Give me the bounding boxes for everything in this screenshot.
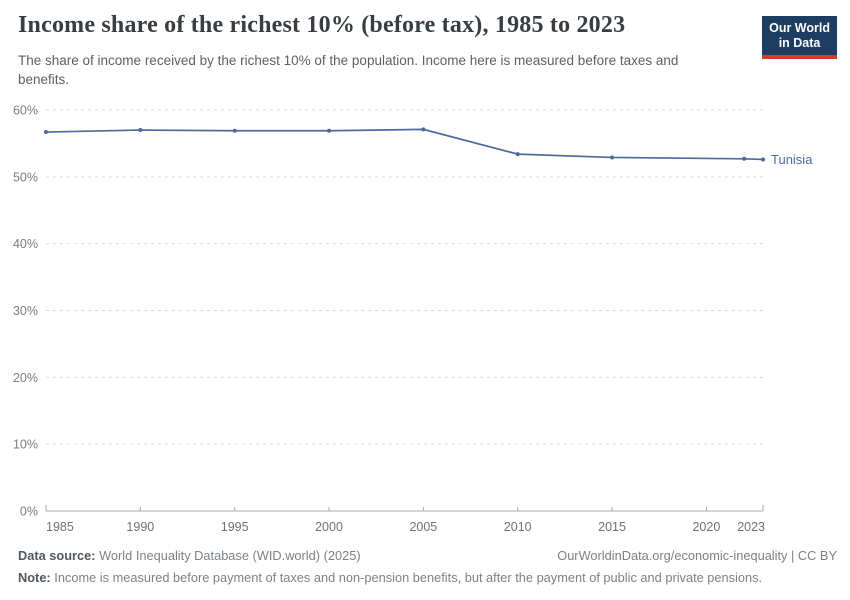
x-axis-tick-label: 1990 [126, 520, 154, 534]
data-point-marker[interactable] [421, 127, 426, 132]
series-line[interactable] [45, 128, 764, 161]
y-axis-tick-label: 20% [13, 371, 38, 385]
owid-logo-line2: in Data [778, 35, 821, 50]
data-point-marker[interactable] [742, 156, 747, 161]
data-point-marker[interactable] [761, 157, 765, 162]
data-source-label: Data source: [18, 548, 96, 563]
data-point-marker[interactable] [138, 128, 143, 133]
owid-logo[interactable]: Our World in Data [762, 16, 837, 59]
y-axis-tick-label: 30% [13, 304, 38, 318]
x-axis-tick-label: 2010 [504, 520, 532, 534]
x-axis-tick-label: 2000 [315, 520, 343, 534]
y-axis-tick-label: 0% [20, 505, 38, 519]
page-title: Income share of the richest 10% (before … [18, 12, 626, 38]
x-axis-tick-label: 2023 [737, 520, 765, 534]
x-axis-tick-label: 2020 [692, 520, 720, 534]
data-point-marker[interactable] [327, 128, 332, 133]
data-point-marker[interactable] [515, 152, 520, 157]
data-point-marker[interactable] [232, 128, 237, 133]
y-axis-tick-label: 50% [13, 170, 38, 184]
chart-note: Note: Income is measured before payment … [18, 569, 837, 586]
data-source-value: World Inequality Database (WID.world) (2… [95, 548, 361, 563]
data-point-marker[interactable] [610, 155, 615, 160]
x-axis-tick-label: 2005 [409, 520, 437, 534]
series-end-label[interactable]: Tunisia [771, 152, 813, 167]
chart-footer: Data source: World Inequality Database (… [18, 547, 837, 587]
note-label: Note: [18, 570, 51, 586]
y-axis-tick-label: 60% [13, 104, 38, 118]
y-axis-tick-label: 10% [13, 438, 38, 452]
chart-subtitle: The share of income received by the rich… [18, 53, 679, 88]
data-point-marker[interactable] [44, 130, 48, 135]
y-axis-tick-label: 40% [13, 237, 38, 251]
x-axis-tick-label: 1995 [221, 520, 249, 534]
x-axis-tick-label: 2015 [598, 520, 626, 534]
owid-license-link[interactable]: OurWorldinData.org/economic-inequality |… [557, 548, 837, 563]
owid-logo-line1: Our World [769, 21, 830, 35]
x-axis-tick-label: 1985 [46, 520, 74, 534]
data-source: Data source: World Inequality Database (… [18, 547, 361, 564]
note-value: Income is measured before payment of tax… [50, 570, 763, 586]
